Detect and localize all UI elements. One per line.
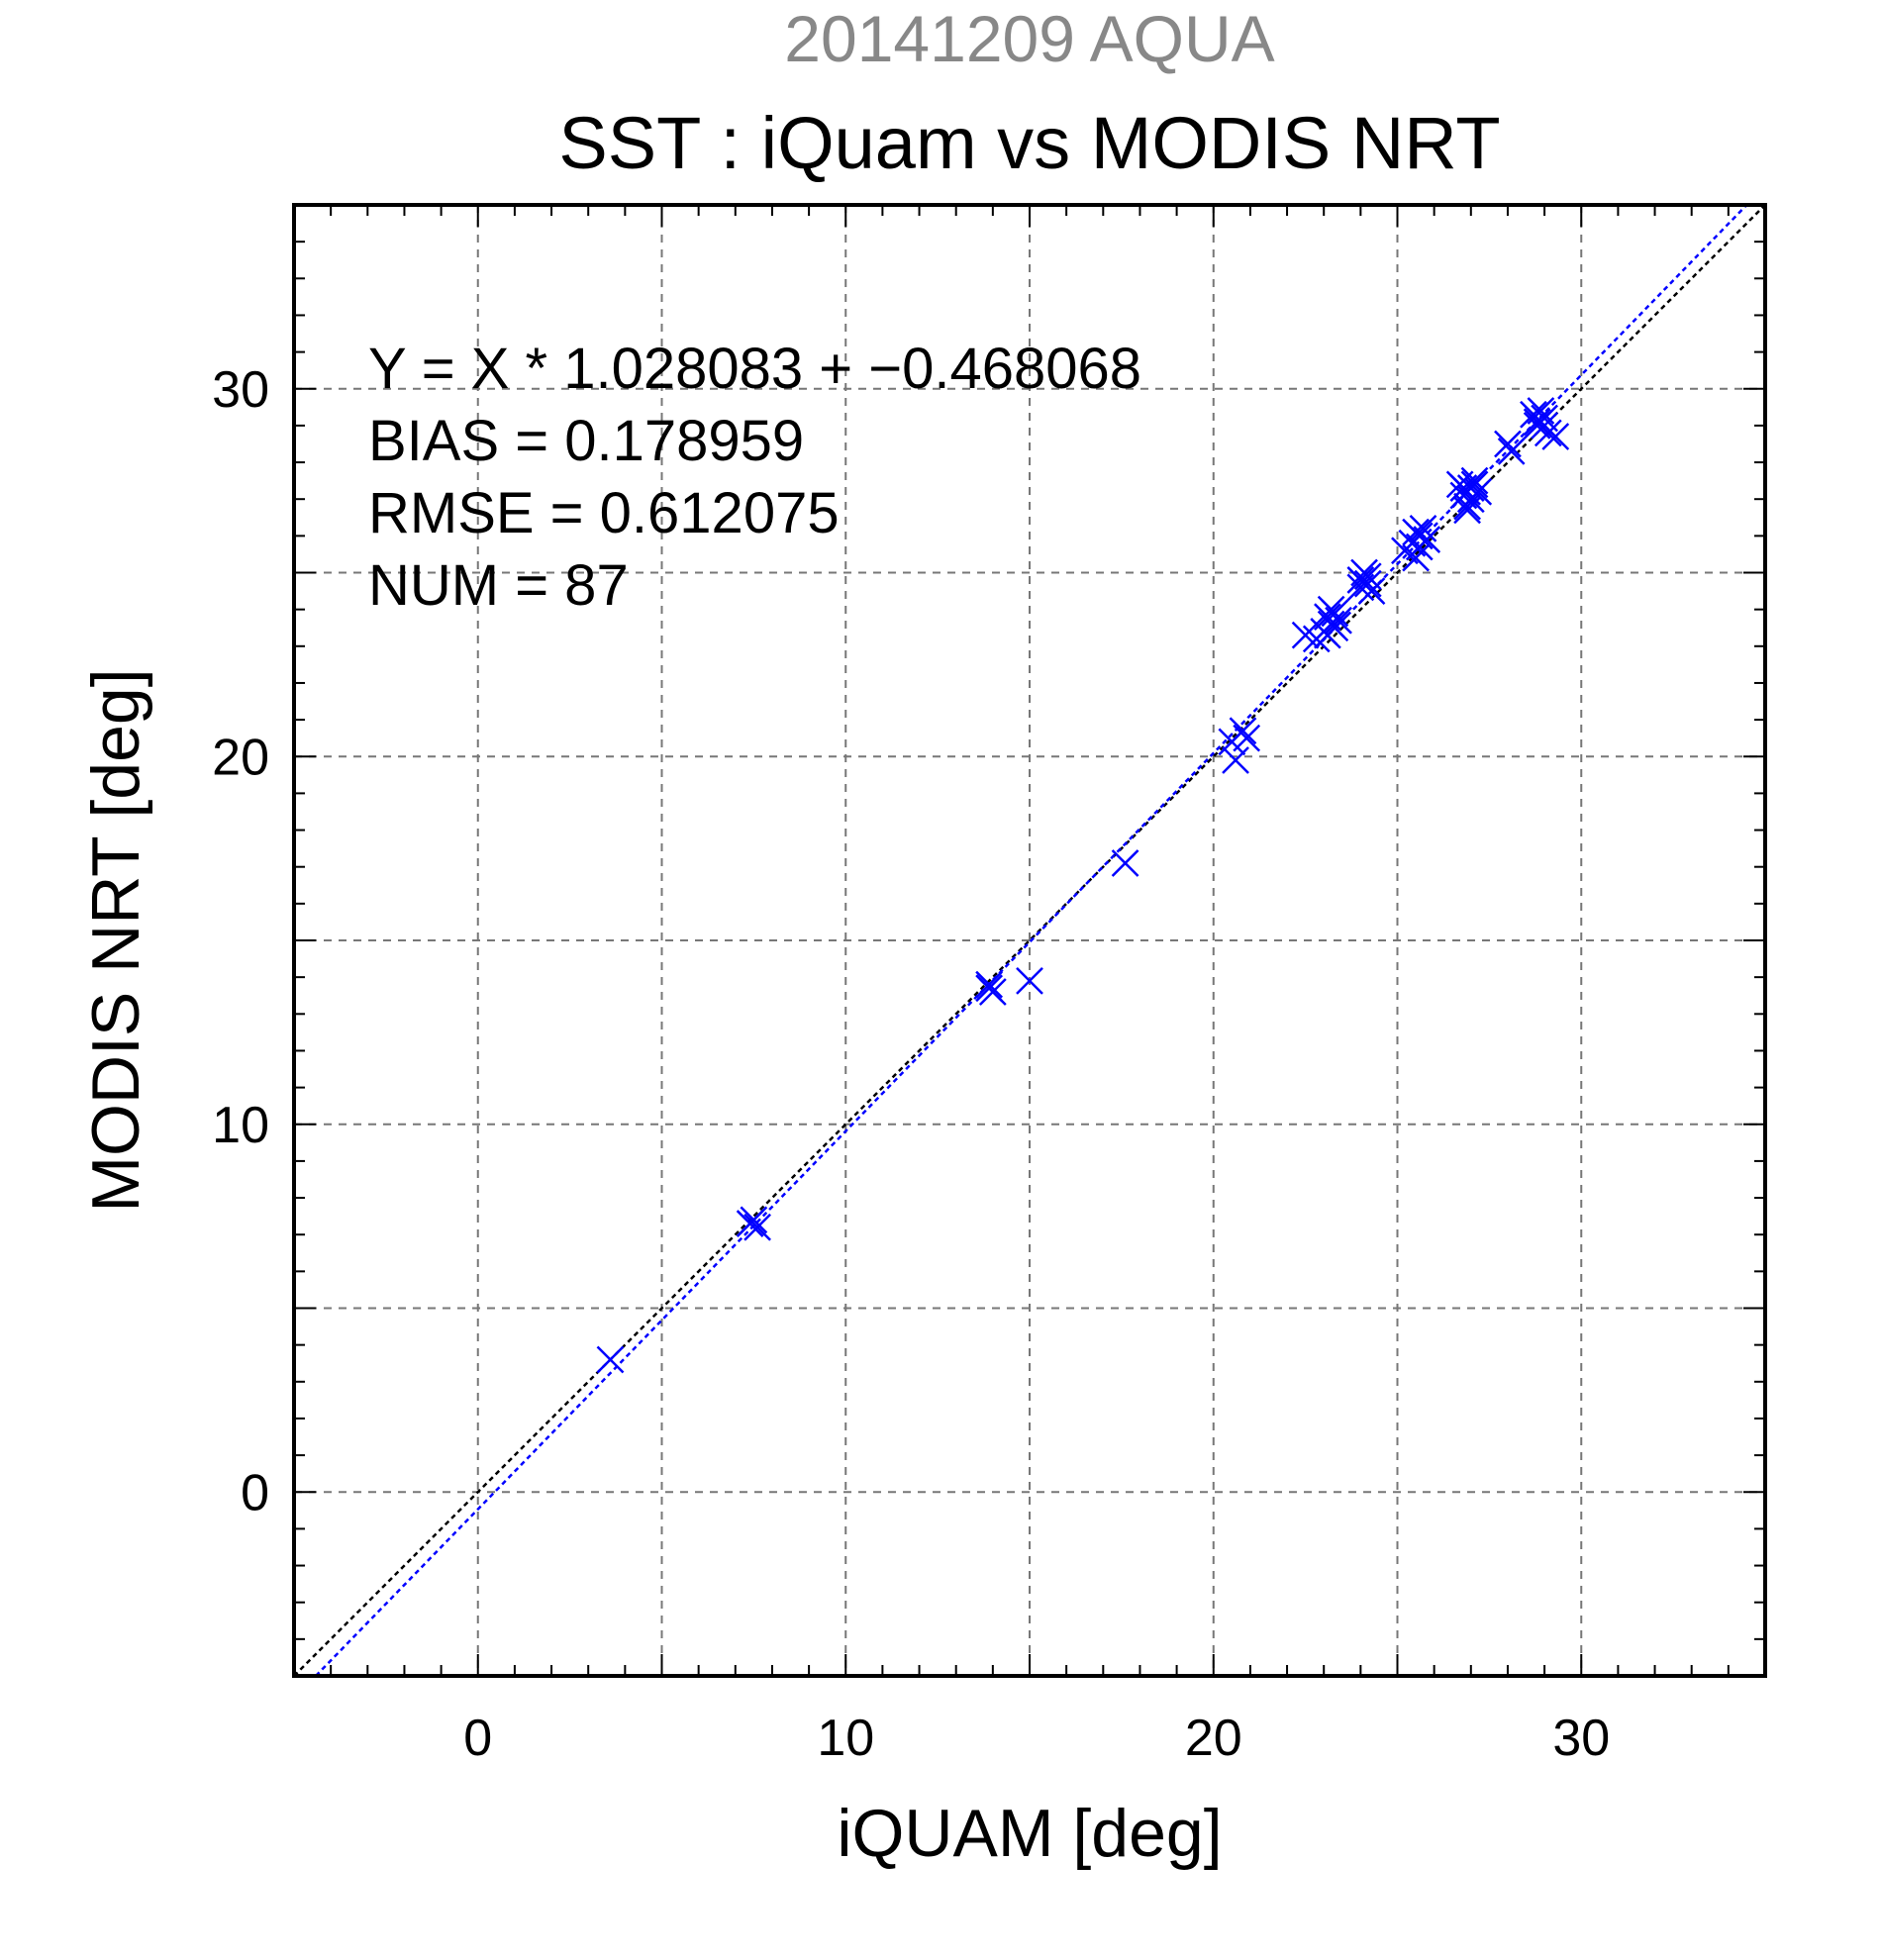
data-point-stroke [1325, 606, 1352, 635]
y-tick-label: 30 [212, 361, 269, 419]
data-point [740, 1206, 768, 1234]
data-point-stroke [1353, 569, 1382, 598]
grid-lines [294, 205, 1765, 1676]
data-point [1453, 492, 1481, 521]
data-point [1531, 412, 1558, 440]
data-point [975, 974, 1004, 1003]
data-point-stroke [1409, 515, 1437, 542]
data-point-stroke [1497, 438, 1526, 465]
data-point-stroke [743, 1213, 771, 1241]
data-point-stroke [1317, 595, 1345, 624]
stats-equation: Y = X * 1.028083 + −0.468068 [368, 337, 1141, 401]
y-tick-labels: 0 10 20 30 [212, 361, 269, 1522]
data-point [1453, 477, 1481, 506]
data-point-stroke [1016, 966, 1043, 995]
data-point-stroke [1453, 492, 1481, 521]
x-axis-label: iQUAM [deg] [837, 1796, 1222, 1871]
data-point [1409, 515, 1437, 542]
data-point [1357, 577, 1386, 605]
data-point-stroke [1346, 573, 1375, 602]
data-point [1346, 573, 1375, 602]
y-tick-label: 20 [212, 729, 269, 786]
stats-box: Y = X * 1.028083 + −0.468068 BIAS = 0.17… [368, 337, 1141, 618]
y-tick-label: 0 [241, 1464, 269, 1521]
data-point-stroke [740, 1206, 768, 1234]
data-point [1497, 438, 1526, 465]
chart-title: SST : iQuam vs MODIS NRT [558, 102, 1500, 184]
regression-line [315, 204, 1748, 1677]
data-point [1353, 569, 1382, 598]
data-point [975, 970, 1004, 999]
data-point-stroke [1402, 518, 1430, 546]
x-tick-label: 20 [1185, 1710, 1242, 1767]
data-point-stroke [975, 970, 1004, 999]
data-point [1321, 614, 1349, 642]
data-point [1523, 408, 1551, 437]
data-point-stroke [1494, 430, 1522, 458]
x-tick-label: 10 [817, 1710, 874, 1767]
reference-lines [293, 204, 1766, 1677]
data-point-stroke [1321, 614, 1349, 642]
x-tick-label: 30 [1552, 1710, 1610, 1767]
data-point [1402, 543, 1430, 572]
data-point [596, 1345, 625, 1374]
data-point [743, 1213, 771, 1241]
data-point [1233, 724, 1261, 752]
data-point-stroke [1229, 717, 1257, 745]
data-points [596, 397, 1570, 1374]
data-point [1016, 966, 1043, 995]
data-point-stroke [596, 1345, 625, 1374]
data-point-stroke [1291, 621, 1320, 649]
data-point-stroke [1222, 746, 1249, 774]
data-point [1317, 595, 1345, 624]
data-point-stroke [1531, 404, 1558, 433]
data-point-stroke [1402, 543, 1430, 572]
data-point [1291, 621, 1320, 649]
plot-frame [292, 203, 1767, 1678]
stats-num: NUM = 87 [368, 553, 629, 618]
x-tick-label: 0 [463, 1710, 492, 1767]
data-point [1494, 430, 1522, 458]
stats-rmse: RMSE = 0.612075 [368, 481, 840, 545]
data-point-stroke [975, 974, 1004, 1003]
data-point [1229, 717, 1257, 745]
data-point-stroke [1357, 577, 1386, 605]
data-point [1222, 746, 1249, 774]
data-point-stroke [1527, 397, 1555, 425]
stats-bias: BIAS = 0.178959 [368, 409, 804, 473]
y-tick-label: 10 [212, 1097, 269, 1154]
x-tick-labels: 0 10 20 30 [463, 1710, 1610, 1767]
data-point-stroke [1111, 849, 1139, 877]
y-axis-label: MODIS NRT [deg] [78, 668, 153, 1212]
data-point-stroke [1531, 412, 1558, 440]
data-point-stroke [1405, 533, 1434, 561]
data-point [1402, 518, 1430, 546]
data-point-stroke [1453, 477, 1481, 506]
chart-suptitle: 20141209 AQUA [784, 2, 1274, 75]
data-point-stroke [1523, 408, 1551, 437]
data-point-stroke [1233, 724, 1261, 752]
data-point [1111, 849, 1139, 877]
